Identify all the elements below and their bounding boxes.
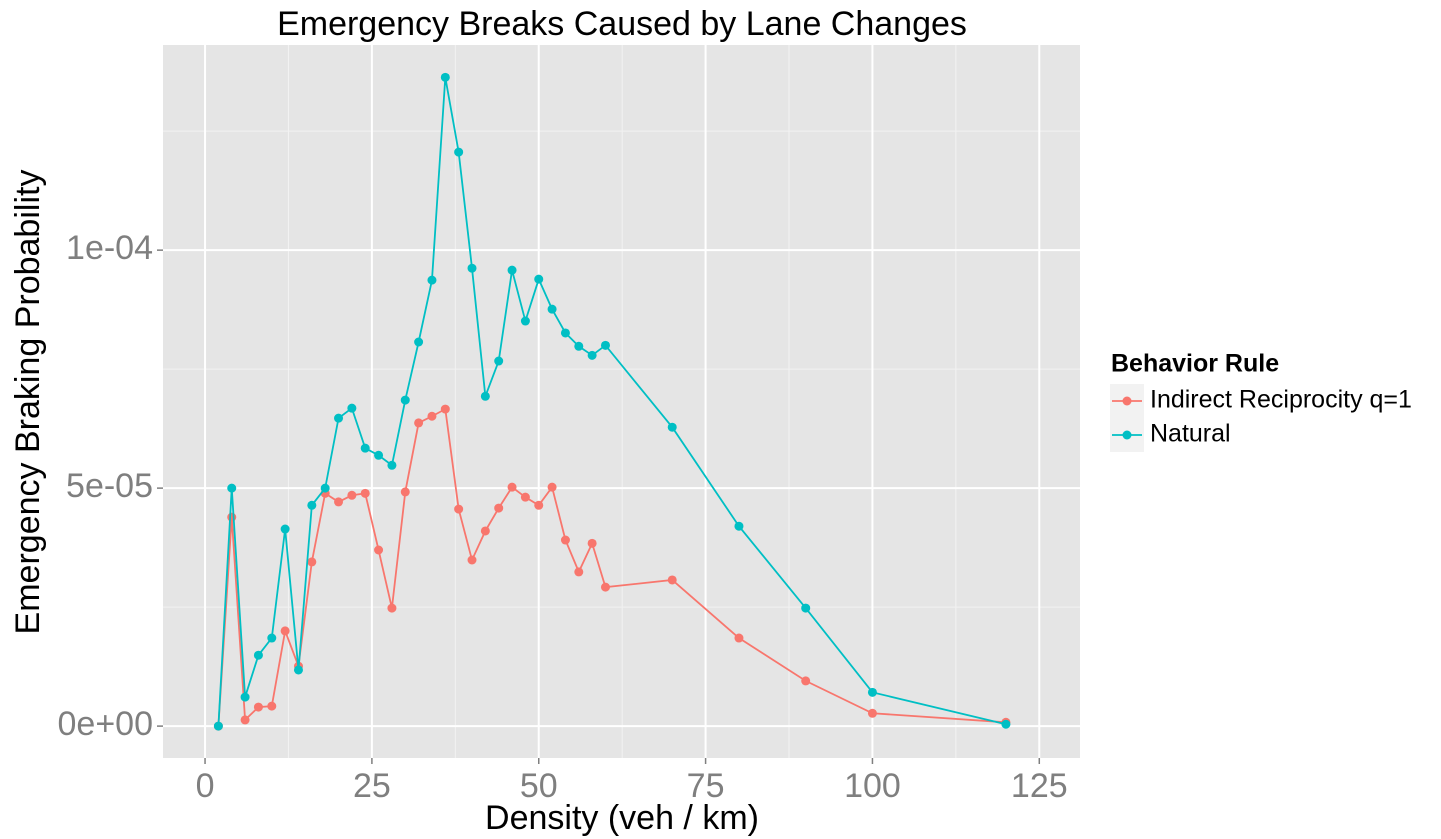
data-point: [227, 512, 237, 522]
x-tick-label: 25: [353, 767, 391, 805]
data-point: [547, 482, 557, 492]
data-point: [467, 555, 477, 565]
data-point: [574, 341, 584, 351]
data-point: [507, 482, 517, 492]
data-point: [667, 575, 677, 585]
data-point: [801, 676, 811, 686]
legend-title: Behavior Rule: [1111, 350, 1279, 378]
data-point: [587, 538, 597, 548]
data-point: [240, 715, 250, 725]
data-point: [480, 526, 490, 536]
data-point: [400, 395, 410, 405]
data-point: [480, 391, 490, 401]
x-axis-title: Density (veh / km): [485, 799, 759, 837]
data-point: [534, 500, 544, 510]
data-point: [427, 411, 437, 421]
data-point: [600, 582, 610, 592]
y-axis-title: Emergency Braking Probability: [9, 170, 47, 635]
legend-label: Natural: [1150, 420, 1231, 448]
data-point: [867, 708, 877, 718]
data-point: [347, 490, 357, 500]
legend-key-point: [1122, 430, 1132, 440]
data-point: [347, 403, 357, 413]
x-tick-label: 0: [196, 767, 215, 805]
y-tick-label: 1e-04: [66, 229, 153, 267]
data-point: [307, 557, 317, 567]
data-point: [280, 626, 290, 636]
data-point: [440, 72, 450, 82]
data-point: [334, 497, 344, 507]
x-tick-label: 100: [844, 767, 901, 805]
x-tick-label: 75: [687, 767, 725, 805]
data-point: [587, 350, 597, 360]
data-point: [213, 721, 223, 731]
data-point: [560, 328, 570, 338]
data-point: [414, 418, 424, 428]
data-point: [320, 483, 330, 493]
data-point: [494, 356, 504, 366]
data-point: [293, 665, 303, 675]
data-point: [374, 450, 384, 460]
data-point: [414, 337, 424, 347]
data-point: [387, 603, 397, 613]
data-point: [1001, 719, 1011, 729]
data-point: [227, 483, 237, 493]
data-point: [360, 488, 370, 498]
data-point: [560, 535, 570, 545]
x-tick-label: 50: [520, 767, 558, 805]
data-point: [494, 503, 504, 513]
data-point: [427, 275, 437, 285]
data-point: [734, 633, 744, 643]
y-tick-label: 5e-05: [66, 467, 153, 505]
data-point: [374, 545, 384, 555]
data-point: [520, 492, 530, 502]
data-point: [334, 413, 344, 423]
y-tick-label: 0e+00: [58, 705, 154, 743]
data-point: [534, 274, 544, 284]
data-point: [307, 500, 317, 510]
data-point: [240, 692, 250, 702]
data-point: [454, 147, 464, 157]
data-point: [667, 422, 677, 432]
data-point: [547, 304, 557, 314]
data-point: [507, 265, 517, 275]
data-point: [360, 443, 370, 453]
data-point: [253, 702, 263, 712]
data-point: [520, 316, 530, 326]
x-tick-label: 125: [1011, 767, 1068, 805]
data-point: [440, 404, 450, 414]
data-point: [400, 487, 410, 497]
data-point: [574, 567, 584, 577]
data-point: [454, 504, 464, 514]
data-point: [734, 521, 744, 531]
data-point: [867, 687, 877, 697]
data-point: [267, 633, 277, 643]
data-point: [600, 340, 610, 350]
chart-title: Emergency Breaks Caused by Lane Changes: [277, 5, 967, 43]
plot-panel: [163, 45, 1080, 758]
data-point: [267, 701, 277, 711]
data-point: [253, 650, 263, 660]
data-point: [387, 460, 397, 470]
data-point: [801, 603, 811, 613]
data-point: [280, 524, 290, 534]
data-point: [467, 263, 477, 273]
legend-key-point: [1122, 396, 1132, 406]
legend-label: Indirect Reciprocity q=1: [1150, 386, 1412, 414]
